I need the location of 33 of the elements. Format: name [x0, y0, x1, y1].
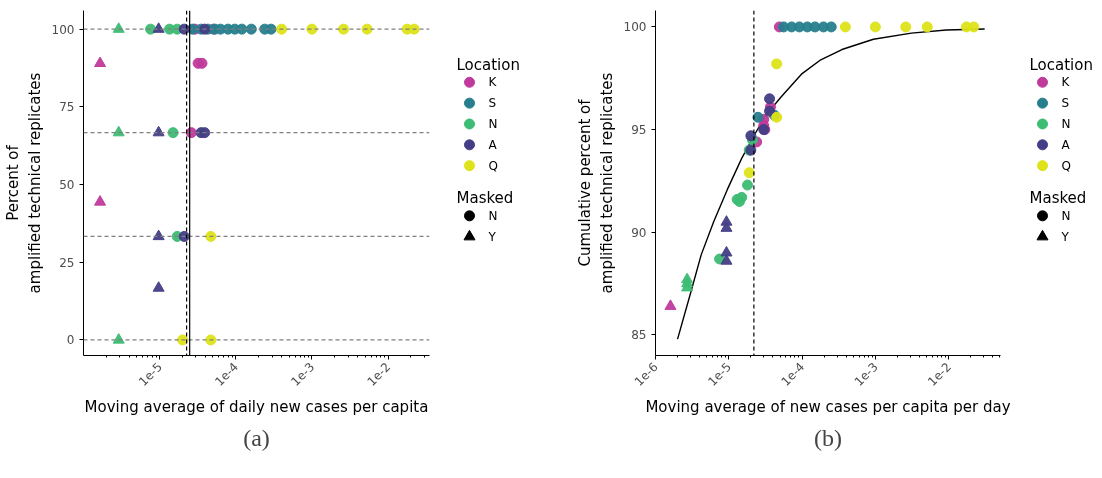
y-tick-label: 95 — [631, 123, 647, 138]
legend-label: N — [1061, 116, 1071, 131]
text: Masked — [456, 189, 514, 208]
y-tick-label: 100 — [623, 20, 647, 35]
y-tick-label: 50 — [59, 178, 75, 193]
y-tick-label: 0 — [66, 333, 75, 348]
y-axis-title: Percent of amplified technical replicates — [4, 72, 44, 294]
legend-label: K — [1061, 75, 1071, 90]
y-tick-label: 75 — [59, 100, 75, 115]
legend-label: Y — [1060, 229, 1070, 244]
legend-label: N — [1061, 208, 1071, 223]
x-axis-title: Moving average of daily new cases per capita — [84, 397, 429, 416]
x-axis-title: Moving average of new cases per capita per day — [645, 397, 1011, 416]
legend-label: Y — [487, 229, 497, 244]
legend-label: Q — [488, 158, 498, 173]
y-tick-label: 100 — [51, 22, 75, 37]
legend-label: S — [488, 96, 497, 111]
y-tick-label: 85 — [631, 328, 647, 343]
legend-title: Location — [1029, 55, 1093, 74]
legend-label: Q — [1061, 158, 1071, 173]
legend-label: K — [488, 75, 498, 90]
legend-title: Location — [456, 55, 520, 74]
text: (b) — [814, 424, 842, 451]
y-tick-label: 90 — [631, 225, 647, 240]
legend-label: S — [1061, 96, 1070, 111]
text: (a) — [243, 424, 270, 451]
legend-label: A — [1061, 137, 1071, 152]
text: Masked — [1029, 189, 1087, 208]
y-tick-label: 25 — [59, 255, 75, 270]
legend-label: N — [488, 116, 498, 131]
legend-label: A — [488, 137, 498, 152]
legend-label: N — [488, 208, 498, 223]
y-axis-title: Cumulative percent of amplified technical replicates — [576, 72, 616, 294]
